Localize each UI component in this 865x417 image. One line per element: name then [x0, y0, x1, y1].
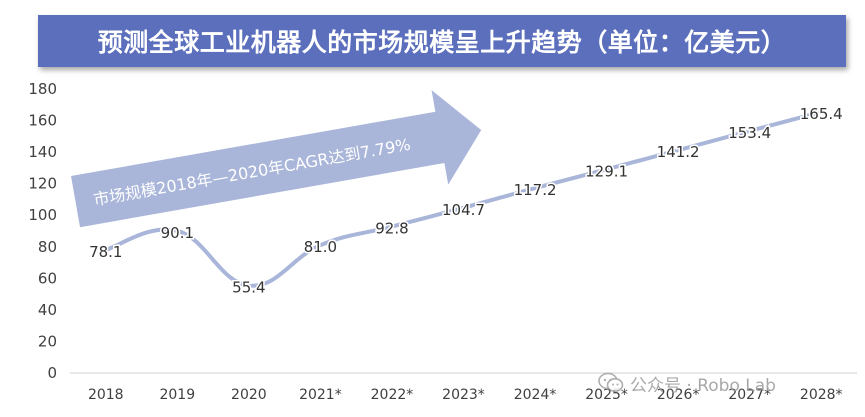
data-label: 141.2 — [657, 143, 700, 161]
data-label: 55.4 — [232, 279, 265, 297]
watermark: 公众号 · Robo Lab — [598, 369, 838, 397]
cagr-arrow: 市场规模2018年—2020年CAGR达到7.79% — [71, 90, 482, 228]
y-tick-label: 100 — [28, 206, 57, 224]
x-tick-label: 2020 — [231, 387, 267, 403]
y-tick-label: 120 — [28, 175, 57, 193]
y-tick-label: 20 — [38, 332, 57, 350]
x-tick-label: 2018 — [88, 387, 124, 403]
chart-title: 预测全球工业机器人的市场规模呈上升趋势（单位：亿美元） — [38, 15, 846, 67]
y-tick-label: 0 — [47, 364, 57, 382]
wechat-icon — [598, 372, 624, 394]
data-label: 81.0 — [304, 238, 337, 256]
data-label: 78.1 — [89, 243, 122, 261]
data-label: 92.8 — [375, 220, 408, 238]
x-tick-label: 2028* — [800, 387, 843, 403]
x-tick-label: 2022* — [371, 387, 414, 403]
x-tick-label: 2026* — [657, 387, 700, 403]
x-tick-label: 2023* — [442, 387, 485, 403]
data-labels: 78.1 90.1 55.4 81.0 92.8 104.7 117.2 129.1 141.2… — [88, 104, 845, 299]
y-tick-label: 180 — [28, 80, 57, 98]
y-tick-label: 60 — [38, 269, 57, 287]
data-label: 153.4 — [728, 124, 771, 142]
x-tick-label: 2027* — [728, 387, 771, 403]
watermark-text: 公众号 · Robo Lab — [630, 375, 776, 396]
y-tick-label: 140 — [28, 143, 57, 161]
data-label: 104.7 — [442, 201, 485, 219]
data-label: 117.2 — [514, 181, 557, 199]
cagr-arrow-shape — [71, 90, 482, 228]
y-tick-label: 160 — [28, 112, 57, 130]
series-line — [103, 110, 824, 288]
data-label: 90.1 — [161, 224, 194, 242]
data-label: 165.4 — [800, 105, 843, 123]
y-tick-label: 40 — [38, 301, 57, 319]
x-tick-label: 2024* — [514, 387, 557, 403]
y-tick-label: 80 — [38, 238, 57, 256]
x-axis: 2018 2019 2020 2021* 2022* 2023* 2024* 2025* 202… — [88, 387, 843, 403]
y-axis: 0 20 40 60 80 100 120 140 160 180 — [28, 80, 57, 382]
x-tick-label: 2019 — [159, 387, 195, 403]
data-label: 129.1 — [585, 162, 628, 180]
x-tick-label: 2021* — [299, 387, 342, 403]
